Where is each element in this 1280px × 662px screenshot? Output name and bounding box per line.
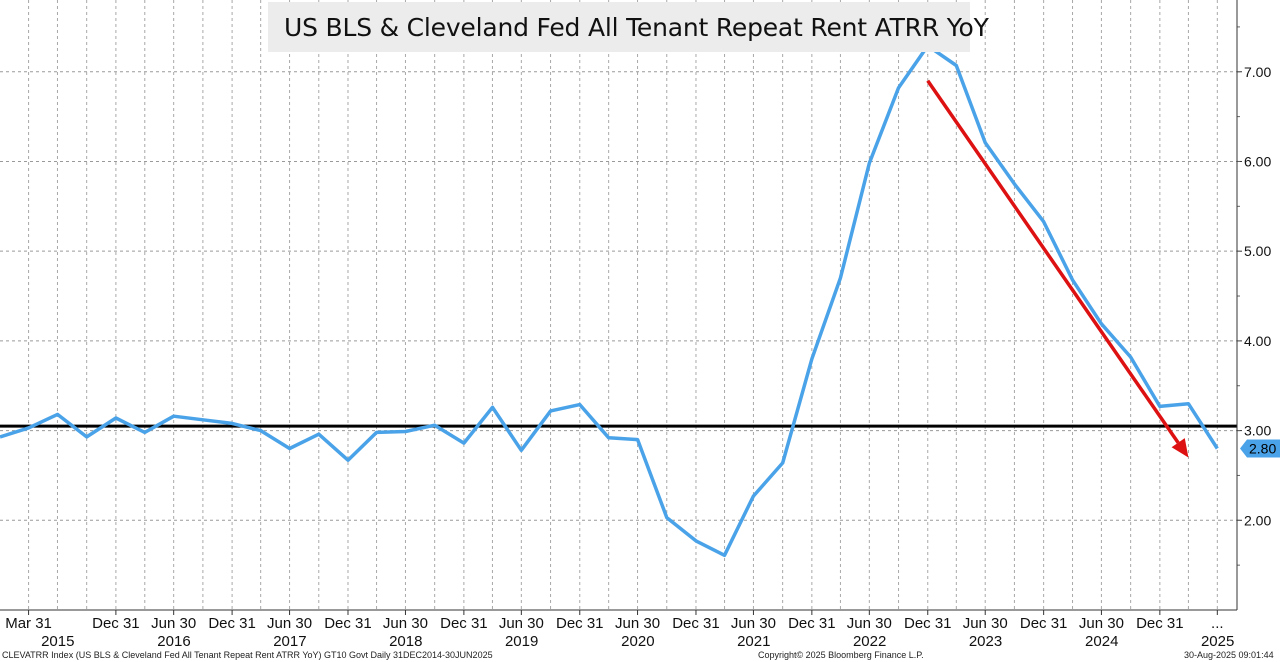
footer-timestamp: 30-Aug-2025 09:01:44 <box>1184 650 1274 660</box>
legend-label: US BLS & Cleveland Fed All Tenant Repeat… <box>284 12 989 42</box>
x-tick-label: Mar 31 <box>5 615 52 632</box>
footer-copyright: Copyright© 2025 Bloomberg Finance L.P. <box>758 650 924 660</box>
series-group <box>0 44 1219 558</box>
y-tick-label: 2.00 <box>1244 512 1271 528</box>
y-tick-label: 7.00 <box>1244 64 1271 80</box>
year-label: 2025 <box>1201 633 1234 650</box>
x-tick-label: Dec 31 <box>1136 615 1184 632</box>
last-value-tag <box>1240 439 1280 458</box>
x-tick-label: Jun 30 <box>963 615 1008 632</box>
x-tick-label: Dec 31 <box>440 615 488 632</box>
y-tick-label: 3.00 <box>1244 423 1271 439</box>
x-tick-label: Dec 31 <box>92 615 140 632</box>
gridlines <box>0 0 1242 610</box>
year-label: 2018 <box>389 633 422 650</box>
year-label: 2021 <box>737 633 770 650</box>
trend-arrow-head <box>1171 438 1189 458</box>
last-value-label: 2.80 <box>1249 441 1276 457</box>
footer-source: CLEVATRR Index (US BLS & Cleveland Fed A… <box>2 650 493 660</box>
x-tick-label: Jun 30 <box>847 615 892 632</box>
y-tick-label: 5.00 <box>1244 243 1271 259</box>
x-tick-label: Jun 30 <box>615 615 660 632</box>
y-tick-label: 6.00 <box>1244 153 1271 169</box>
last-value-group: 2.80 <box>1240 439 1280 458</box>
year-label: 2020 <box>621 633 654 650</box>
trend-arrow-shaft <box>926 79 1180 444</box>
year-label: 2022 <box>853 633 886 650</box>
x-tick-label: Dec 31 <box>324 615 372 632</box>
x-tick-label: Jun 30 <box>499 615 544 632</box>
year-label: 2016 <box>157 633 190 650</box>
trend-arrow-group <box>926 79 1189 458</box>
axes <box>0 0 1238 611</box>
x-tick-label: Dec 31 <box>788 615 836 632</box>
x-tick-label: Jun 30 <box>731 615 776 632</box>
x-tick-label: Dec 31 <box>556 615 604 632</box>
series-line <box>0 44 1219 558</box>
x-tick-label: Jun 30 <box>151 615 196 632</box>
x-tick-label: Dec 31 <box>904 615 952 632</box>
x-tick-label: Jun 30 <box>1079 615 1124 632</box>
year-label: 2023 <box>969 633 1002 650</box>
legend: US BLS & Cleveland Fed All Tenant Repeat… <box>268 2 989 52</box>
y-tick-label: 4.00 <box>1244 333 1271 349</box>
year-label: 2017 <box>273 633 306 650</box>
x-tick-label: Jun 30 <box>383 615 428 632</box>
x-tick-label: ... <box>1211 615 1224 632</box>
x-tick-label: Dec 31 <box>672 615 720 632</box>
year-label: 2019 <box>505 633 538 650</box>
y-tick-labels: 2.00 3.00 4.00 5.00 6.00 7.00 <box>1244 64 1271 529</box>
year-label: 2015 <box>41 633 74 650</box>
x-tick-label: Jun 30 <box>267 615 312 632</box>
x-tick-labels: Mar 31 Dec 31 Jun 30 Dec 31 Jun 30 Dec 31 Jun … <box>5 610 1234 650</box>
x-tick-label: Dec 31 <box>1020 615 1068 632</box>
x-tick-label: Dec 31 <box>208 615 256 632</box>
year-label: 2024 <box>1085 633 1118 650</box>
